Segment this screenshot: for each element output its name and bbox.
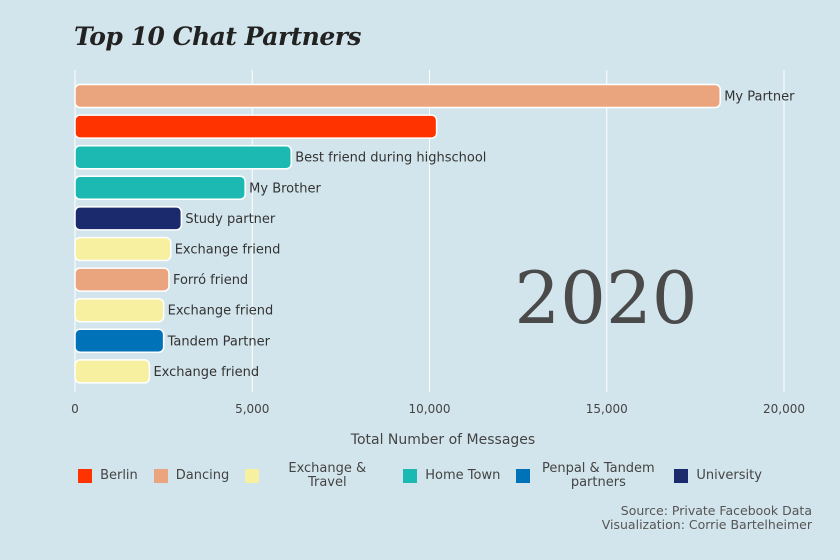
year-label: 2020: [514, 256, 697, 340]
legend-label: Dancing: [175, 468, 230, 483]
legend-item: Home Town: [403, 469, 500, 483]
legend-swatch: [403, 469, 418, 483]
x-tick-label: 20,000: [763, 402, 805, 416]
legend-item: Berlin: [78, 469, 138, 483]
legend-item: Exchange & Travel: [245, 462, 387, 490]
x-tick-label: 0: [71, 402, 79, 416]
legend-item: Dancing: [153, 468, 230, 483]
caption: Source: Private Facebook Data Visualizat…: [602, 504, 812, 532]
bar: [74, 359, 151, 384]
legend-swatch: [78, 469, 93, 483]
bar-label: Exchange friend: [175, 243, 281, 258]
x-tick-label: 10,000: [409, 402, 451, 416]
bar-label: Forró friend: [173, 273, 248, 288]
visualization-credit: Visualization: Corrie Bartelheimer: [601, 517, 812, 532]
legend-label: Penpal & Tandem partners: [541, 461, 655, 490]
bar-label: Study partner: [185, 212, 276, 227]
legend-item: University: [674, 469, 762, 483]
bar: [74, 236, 172, 262]
bar: [74, 297, 165, 323]
bar-label: Best friend during highschool: [295, 151, 486, 166]
bars: [74, 83, 721, 384]
legend-swatch: [516, 469, 531, 483]
bar: [74, 328, 165, 354]
bar: [74, 206, 183, 231]
bar-label: Exchange friend: [168, 304, 274, 319]
legend-label: Berlin: [100, 468, 138, 483]
bar-label: Tandem Partner: [167, 334, 271, 349]
chart-title: Top 10 Chat Partners: [74, 22, 362, 51]
x-axis-label: Total Number of Messages: [350, 432, 535, 448]
legend: Berlin Dancing Exchange & Travel Home Town P…: [0, 462, 840, 490]
bar: [74, 114, 438, 139]
bar-label: My Partner: [724, 90, 795, 105]
bar: [74, 175, 246, 201]
legend-label: Home Town: [425, 468, 501, 483]
bar: [74, 83, 721, 109]
x-tick-labels: 0 5,000 10,000 15,000 20,000: [71, 402, 805, 416]
x-tick-label: 15,000: [586, 402, 628, 416]
bar-label: My Brother: [249, 181, 321, 196]
legend-label: Exchange & Travel: [288, 461, 367, 490]
legend-item: Penpal & Tandem partners: [516, 462, 658, 490]
bar-labels: My Partner Best friend during highschool M…: [153, 90, 795, 380]
bar-chart: My Partner Best friend during highschool M…: [71, 70, 805, 448]
legend-swatch: [245, 469, 260, 483]
x-tick-label: 5,000: [235, 402, 269, 416]
legend-swatch: [674, 469, 689, 483]
source-text: Source: Private Facebook Data: [620, 503, 812, 518]
legend-swatch: [153, 469, 168, 483]
bar-label: Exchange friend: [153, 365, 259, 380]
bar: [74, 144, 292, 170]
legend-label: University: [696, 468, 762, 483]
bar: [74, 267, 170, 292]
